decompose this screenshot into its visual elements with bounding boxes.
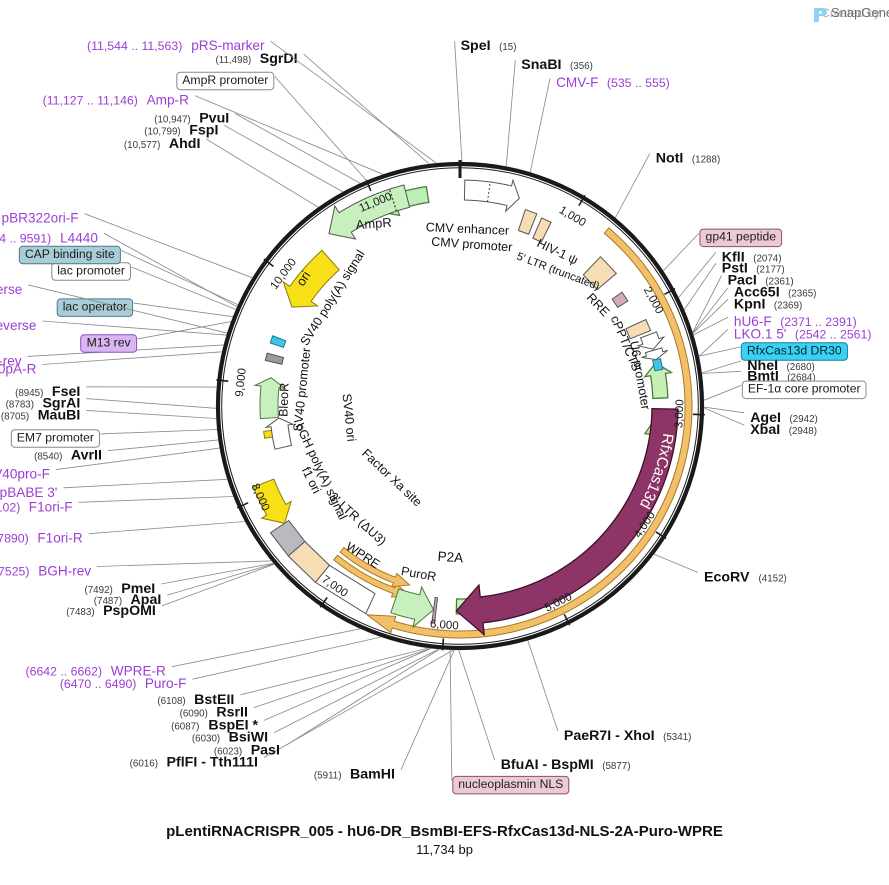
svg-text:BstEII: BstEII: [194, 692, 234, 708]
svg-text:(6108): (6108): [157, 696, 185, 707]
svg-text:(2369): (2369): [774, 300, 802, 311]
svg-text:(9574 .. 9591): (9574 .. 9591): [0, 231, 51, 245]
svg-text:(6642 .. 6662): (6642 .. 6662): [26, 665, 103, 679]
svg-text:PvuI: PvuI: [199, 111, 229, 127]
svg-text:1,000: 1,000: [557, 204, 588, 229]
svg-text:L4440: L4440: [60, 230, 98, 245]
svg-text:(5877): (5877): [602, 761, 630, 772]
svg-text:PaeR7I - XhoI: PaeR7I - XhoI: [564, 728, 655, 744]
svg-text:(535 .. 555): (535 .. 555): [607, 76, 670, 90]
svg-text:P2A: P2A: [437, 549, 463, 566]
svg-text:Factor Xa site: Factor Xa site: [359, 446, 425, 509]
svg-text:(10,577): (10,577): [124, 140, 161, 151]
svg-text:(11,127 .. 11,146): (11,127 .. 11,146): [43, 94, 138, 108]
svg-text:CMV-F: CMV-F: [556, 75, 598, 90]
svg-text:LKO.1 5': LKO.1 5': [734, 326, 786, 341]
svg-text:SV40 ori: SV40 ori: [340, 393, 359, 442]
svg-text:nucleoplasmin NLS: nucleoplasmin NLS: [458, 777, 563, 791]
svg-text:SnaBI: SnaBI: [521, 57, 561, 73]
svg-text:(8945): (8945): [15, 388, 43, 399]
svg-text:(6030): (6030): [192, 734, 220, 745]
svg-text:AmpR: AmpR: [355, 215, 392, 232]
svg-text:M13/pUC Reverse: M13/pUC Reverse: [0, 282, 22, 297]
svg-text:AmpR promoter: AmpR promoter: [182, 73, 268, 87]
svg-text:BamHI: BamHI: [350, 767, 395, 783]
svg-text:F1ori-R: F1ori-R: [37, 531, 82, 546]
svg-text:FseI: FseI: [52, 384, 80, 400]
svg-text:9,000: 9,000: [234, 368, 249, 398]
svg-text:lac promoter: lac promoter: [57, 263, 125, 277]
svg-text:(2365): (2365): [788, 289, 816, 300]
svg-text:WPRE-R: WPRE-R: [111, 664, 166, 679]
svg-text:(6087): (6087): [171, 721, 199, 732]
svg-text:RfxCas13d DR30: RfxCas13d DR30: [747, 343, 842, 357]
svg-text:(2074): (2074): [753, 253, 781, 264]
svg-text:BfuAI - BspMI: BfuAI - BspMI: [501, 757, 594, 773]
svg-text:(1288): (1288): [692, 155, 720, 166]
svg-text:M13 rev: M13 rev: [87, 335, 132, 349]
svg-text:PflFI - Tth111I: PflFI - Tth111I: [167, 755, 258, 771]
svg-text:EcoRV: EcoRV: [704, 570, 750, 586]
svg-text:AhdI: AhdI: [169, 136, 201, 152]
svg-text:6,000: 6,000: [430, 618, 460, 632]
svg-text:EF-1α core promoter: EF-1α core promoter: [748, 382, 861, 396]
svg-text:gp41 peptide: gp41 peptide: [706, 230, 777, 244]
svg-text:(6470 .. 6490): (6470 .. 6490): [60, 677, 137, 691]
svg-text:(8783): (8783): [6, 400, 34, 411]
svg-text:BGH-rev: BGH-rev: [38, 564, 91, 579]
svg-text:CAP binding site: CAP binding site: [25, 247, 115, 261]
svg-text:NotI: NotI: [656, 151, 684, 167]
svg-text:(5911): (5911): [314, 771, 342, 782]
svg-text:RRE: RRE: [584, 290, 612, 319]
svg-text:XbaI: XbaI: [750, 422, 780, 438]
svg-text:(7492): (7492): [84, 585, 112, 596]
svg-text:(11,544 .. 11,563): (11,544 .. 11,563): [87, 39, 182, 53]
svg-text:Amp-R: Amp-R: [147, 93, 189, 108]
svg-text:KpnI: KpnI: [734, 296, 766, 312]
svg-text:(15): (15): [499, 42, 516, 53]
svg-text:(7508 .. 7525): (7508 .. 7525): [0, 565, 30, 579]
svg-text:EBV-rev: EBV-rev: [0, 353, 22, 368]
svg-text:(6023): (6023): [214, 746, 242, 757]
svg-text:(8081 .. 8102): (8081 .. 8102): [0, 500, 20, 514]
svg-text:(10,799): (10,799): [144, 126, 181, 137]
svg-text:EM7 promoter: EM7 promoter: [17, 430, 94, 444]
svg-text:SgrDI: SgrDI: [260, 51, 298, 67]
svg-text:(4152): (4152): [759, 574, 787, 585]
svg-text:(5341): (5341): [663, 732, 691, 743]
svg-text:SpeI: SpeI: [461, 38, 491, 54]
svg-text:(10,947): (10,947): [154, 115, 191, 126]
svg-text:3' LTR (ΔU3): 3' LTR (ΔU3): [326, 490, 388, 548]
svg-text:SV40 promoter: SV40 promoter: [291, 347, 314, 432]
svg-text:(7871 .. 7890): (7871 .. 7890): [0, 532, 29, 546]
svg-text:pRS-marker: pRS-marker: [191, 38, 265, 53]
svg-text:(6016): (6016): [130, 759, 158, 770]
svg-text:PmeI: PmeI: [121, 581, 155, 597]
svg-text:(7487): (7487): [94, 596, 122, 607]
svg-text:(11,498): (11,498): [216, 55, 252, 66]
svg-text:BleoR: BleoR: [276, 383, 291, 418]
svg-text:(2680): (2680): [787, 362, 815, 373]
svg-text:(2948): (2948): [789, 426, 817, 437]
svg-text:SnapGene: SnapGene: [831, 5, 889, 20]
svg-text:AvrII: AvrII: [71, 448, 102, 464]
svg-text:CMV promoter: CMV promoter: [431, 235, 513, 255]
svg-text:pBR322ori-F: pBR322ori-F: [2, 211, 79, 226]
svg-text:(2542 .. 2561): (2542 .. 2561): [795, 327, 872, 341]
svg-text:(8705): (8705): [1, 411, 29, 422]
svg-text:(356): (356): [570, 61, 593, 72]
svg-text:(2177): (2177): [756, 264, 784, 275]
svg-text:F1ori-F: F1ori-F: [29, 499, 73, 514]
svg-text:(6090): (6090): [180, 709, 208, 720]
svg-text:(7483): (7483): [66, 607, 94, 618]
svg-text:(8540): (8540): [34, 452, 62, 463]
svg-text:3,000: 3,000: [673, 399, 686, 428]
svg-text:(2942): (2942): [790, 414, 818, 425]
svg-text:pBABE 3': pBABE 3': [0, 485, 57, 500]
svg-text:M13 Reverse: M13 Reverse: [0, 318, 36, 333]
